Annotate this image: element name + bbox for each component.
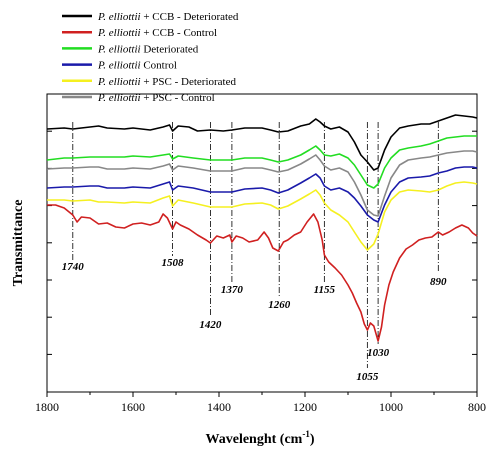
annotation-label: 890 [430, 276, 447, 288]
series-line [47, 181, 478, 251]
legend-entry: P. elliottii + CCB - Control [97, 27, 217, 39]
legend-entry: P. elliottii Control [97, 60, 177, 72]
y-axis-ticks [47, 130, 477, 355]
series-line [46, 150, 478, 217]
legend-entry-condition: + PSC - Deteriorated [141, 76, 237, 88]
annotation-label: 1260 [268, 299, 291, 311]
annotation-label: 1030 [367, 347, 390, 359]
x-tick-label: 1800 [35, 400, 59, 414]
legend-entry-species: P. elliottii [97, 60, 141, 72]
x-tick-label: 1200 [293, 400, 317, 414]
legend-entry: P. elliottii + CCB - Deteriorated [97, 11, 239, 23]
x-axis-ticks: 1800 1600 1400 1200 1000 800 [35, 392, 486, 414]
legend-entry-species: P. elliottii [97, 27, 141, 39]
x-axis-label: Wavelenght (cm-1) [206, 429, 315, 447]
annotation-label: 1740 [62, 261, 85, 273]
annotation-label: 1420 [199, 319, 222, 331]
legend-entry-species: P. elliottii [97, 76, 141, 88]
annotation-label: 1508 [162, 257, 185, 269]
annotation-label: 1155 [314, 284, 336, 296]
legend-entry-condition: + CCB - Deteriorated [141, 11, 239, 23]
plot-area: 1800 1600 1400 1200 1000 800 1740 1508 1420 1370… [35, 93, 486, 414]
y-axis-label: Transmittance [11, 200, 26, 287]
legend-entry-condition: + PSC - Control [141, 92, 215, 104]
x-axis-label-close: ) [310, 432, 315, 447]
series-line [46, 166, 478, 223]
legend-entry: P. elliottii Deteriorated [97, 43, 199, 55]
series-line [46, 135, 477, 189]
legend-entry-species: P. elliottii [97, 43, 141, 55]
series-line [47, 204, 478, 342]
legend-entry-species: P. elliottii [97, 92, 141, 104]
series-line [46, 114, 478, 171]
legend-entry-species: P. elliottii [97, 11, 141, 23]
legend-entry: P. elliottii + PSC - Control [97, 92, 215, 104]
x-tick-label: 1400 [207, 400, 231, 414]
legend-entry-condition: Deteriorated [141, 43, 199, 55]
x-tick-label: 1600 [121, 400, 145, 414]
annotation-label: 1055 [356, 371, 379, 383]
x-tick-label: 1000 [379, 400, 403, 414]
x-axis-label-sup: -1 [302, 429, 310, 439]
annotation-label: 1370 [221, 284, 244, 296]
legend-entry-condition: + CCB - Control [141, 27, 218, 39]
legend-entry: P. elliottii + PSC - Deteriorated [97, 76, 236, 88]
plot-frame [46, 93, 478, 393]
series-lines [46, 114, 478, 342]
x-axis-label-main: Wavelenght (cm [206, 432, 303, 447]
legend-entry-condition: Control [141, 60, 177, 72]
x-tick-label: 800 [468, 400, 486, 414]
